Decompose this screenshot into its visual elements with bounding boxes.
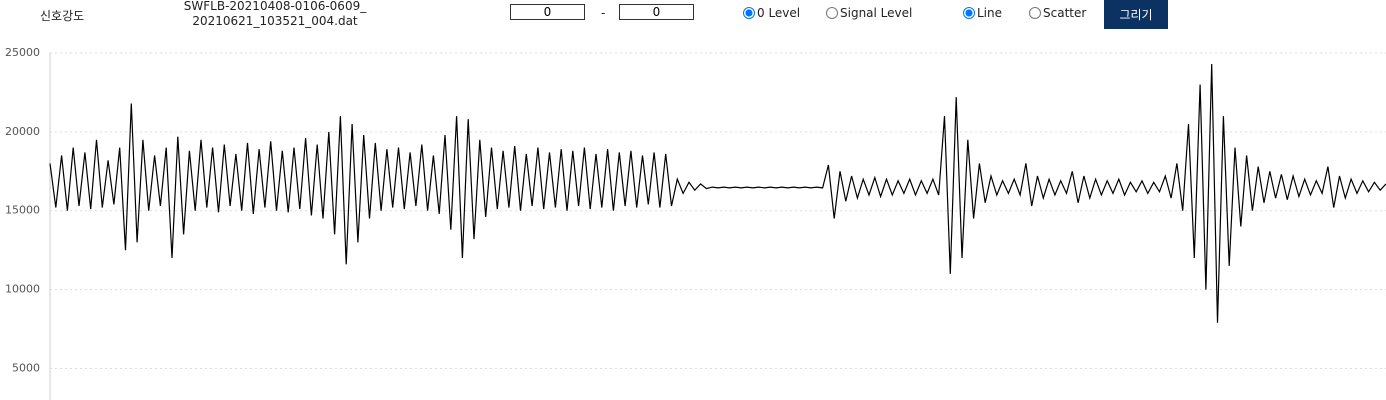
- mode-option[interactable]: Scatter: [1029, 6, 1086, 20]
- radio-label: 0 Level: [757, 6, 801, 20]
- filename: SWFLB-20210408-0106-0609_20210621_103521…: [183, 0, 367, 28]
- draw-button[interactable]: 그리기: [1104, 0, 1168, 29]
- mode-option[interactable]: Line: [963, 6, 1002, 20]
- y-tick-label: 20000: [5, 125, 40, 138]
- signal-line: [49, 63, 1386, 323]
- radio-label: Scatter: [1043, 6, 1087, 20]
- y-tick-label: 10000: [5, 283, 40, 296]
- radio[interactable]: [743, 7, 755, 19]
- range-to[interactable]: [619, 4, 694, 20]
- level-option[interactable]: 0 Level: [743, 6, 800, 20]
- radio[interactable]: [963, 7, 975, 19]
- range-separator: -: [601, 6, 606, 20]
- y-tick-label: 15000: [5, 204, 40, 217]
- range-from[interactable]: [510, 4, 585, 20]
- signal-label: 신호강도: [40, 9, 85, 23]
- radio[interactable]: [1029, 7, 1041, 19]
- level-option[interactable]: Signal Level: [826, 6, 912, 20]
- radio-label: Line: [977, 6, 1003, 20]
- radio[interactable]: [826, 7, 838, 19]
- y-tick-label: 5000: [12, 361, 40, 374]
- radio-label: Signal Level: [840, 6, 913, 20]
- y-tick-label: 25000: [5, 46, 40, 59]
